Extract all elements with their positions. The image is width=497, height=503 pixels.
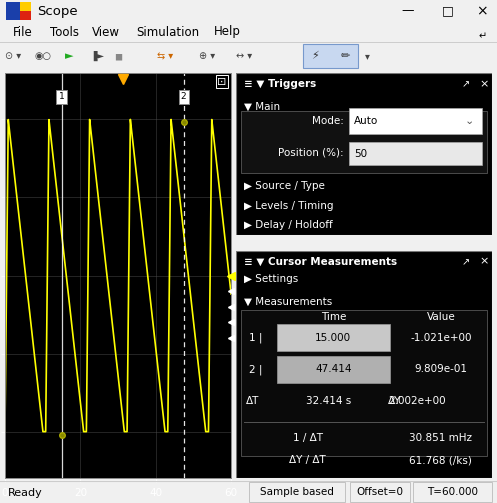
Text: ▼ Measurements: ▼ Measurements	[244, 297, 332, 307]
Text: ↔ ▾: ↔ ▾	[236, 51, 252, 61]
Text: Value: Value	[426, 312, 455, 322]
Bar	[20, 11, 31, 20]
Text: Time: Time	[321, 312, 346, 322]
Text: □: □	[441, 5, 453, 18]
Bar	[349, 142, 482, 165]
Bar	[350, 482, 410, 502]
Text: ΔY / ΔT: ΔY / ΔT	[289, 455, 326, 465]
Text: ≡ ▼ Triggers: ≡ ▼ Triggers	[244, 79, 316, 89]
Text: Sample based: Sample based	[260, 487, 334, 497]
Bar	[6, 2, 20, 20]
Text: ▶ Settings: ▶ Settings	[244, 274, 298, 284]
Text: —: —	[401, 5, 414, 18]
Text: Tools: Tools	[50, 26, 79, 39]
Bar	[241, 112, 487, 173]
Bar	[241, 310, 487, 456]
Text: Ready: Ready	[7, 488, 42, 498]
Text: 1: 1	[59, 93, 65, 102]
Text: ▐►: ▐►	[89, 51, 104, 61]
Text: 2.002e+00: 2.002e+00	[388, 396, 446, 406]
Text: Auto: Auto	[354, 116, 378, 126]
Text: -1.021e+00: -1.021e+00	[410, 332, 472, 343]
Text: ⇆ ▾: ⇆ ▾	[157, 51, 172, 61]
Text: ↗: ↗	[461, 257, 470, 267]
Bar	[277, 356, 390, 383]
Text: ⌄: ⌄	[464, 116, 474, 126]
Text: ▼ Main: ▼ Main	[244, 102, 280, 112]
Bar	[248, 482, 345, 502]
Text: 30.851 mHz: 30.851 mHz	[410, 433, 472, 443]
Bar	[413, 482, 492, 502]
Text: ⊡: ⊡	[217, 76, 227, 87]
Text: 1 / ΔT: 1 / ΔT	[293, 433, 323, 443]
Text: Offset=0: Offset=0	[357, 487, 404, 497]
Text: 9.809e-01: 9.809e-01	[414, 364, 467, 374]
Text: Mode:: Mode:	[312, 116, 343, 126]
Text: Position (%):: Position (%):	[278, 147, 343, 157]
Text: ◼: ◼	[114, 51, 122, 61]
Text: ▾: ▾	[365, 51, 370, 61]
Text: ⊕ ▾: ⊕ ▾	[199, 51, 215, 61]
Text: 1 |: 1 |	[249, 332, 262, 343]
Text: View: View	[92, 26, 120, 39]
Text: ΔT: ΔT	[247, 396, 260, 406]
Text: 50: 50	[354, 149, 367, 159]
Text: 32.414 s: 32.414 s	[306, 396, 351, 406]
Text: ⚡: ⚡	[311, 51, 319, 61]
Text: 47.414: 47.414	[315, 364, 351, 374]
Text: ↵: ↵	[479, 31, 487, 41]
Text: ×: ×	[479, 257, 489, 267]
Text: ▶ Levels / Timing: ▶ Levels / Timing	[244, 201, 333, 211]
Text: ×: ×	[476, 4, 488, 18]
Bar	[277, 324, 390, 351]
Text: 61.768 (/ks): 61.768 (/ks)	[410, 455, 472, 465]
Text: 2: 2	[181, 93, 186, 102]
Bar	[20, 2, 31, 11]
Text: Help: Help	[214, 26, 241, 39]
Text: ▶ Delay / Holdoff: ▶ Delay / Holdoff	[244, 220, 332, 230]
Text: ×: ×	[479, 79, 489, 89]
Text: File: File	[12, 26, 32, 39]
Text: ►: ►	[65, 51, 73, 61]
Text: ◉○: ◉○	[35, 51, 52, 61]
Text: ⊙ ▾: ⊙ ▾	[5, 51, 21, 61]
Text: T=60.000: T=60.000	[427, 487, 478, 497]
Text: ΔY: ΔY	[388, 396, 402, 406]
Text: Simulation: Simulation	[137, 26, 200, 39]
Bar	[303, 44, 358, 68]
Text: 15.000: 15.000	[315, 332, 351, 343]
Text: Scope: Scope	[37, 5, 78, 18]
Text: ≡ ▼ Cursor Measurements: ≡ ▼ Cursor Measurements	[244, 257, 397, 267]
Text: ✏: ✏	[340, 51, 350, 61]
Text: ▶ Source / Type: ▶ Source / Type	[244, 181, 325, 191]
Bar	[349, 108, 482, 134]
Text: ↗: ↗	[461, 79, 470, 89]
Text: 2 |: 2 |	[249, 364, 262, 375]
